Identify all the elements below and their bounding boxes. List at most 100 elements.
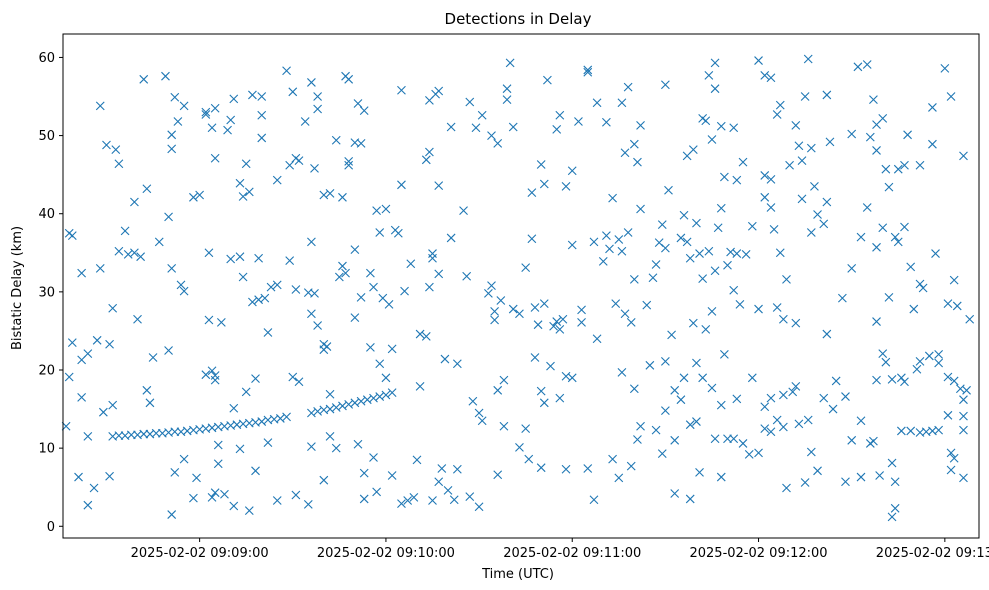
data-point bbox=[583, 67, 593, 77]
data-point bbox=[384, 299, 394, 309]
y-tick-label: 50 bbox=[38, 129, 55, 144]
data-point bbox=[825, 137, 835, 147]
data-point bbox=[164, 212, 173, 222]
data-point bbox=[766, 73, 776, 83]
data-point bbox=[350, 313, 360, 323]
data-point bbox=[226, 115, 236, 125]
x-axis-label: Time (UTC) bbox=[481, 567, 554, 582]
data-point bbox=[934, 358, 944, 368]
data-point bbox=[92, 335, 102, 345]
data-point bbox=[862, 203, 872, 212]
data-point bbox=[797, 156, 807, 165]
data-point bbox=[856, 472, 866, 482]
data-point bbox=[589, 495, 599, 505]
data-point bbox=[775, 248, 785, 258]
data-point bbox=[878, 349, 888, 358]
data-point bbox=[310, 164, 319, 173]
data-point bbox=[95, 101, 105, 111]
data-point bbox=[95, 264, 105, 273]
data-point bbox=[608, 454, 617, 464]
data-point bbox=[589, 237, 599, 247]
data-point bbox=[471, 123, 481, 133]
data-point bbox=[915, 160, 925, 170]
x-tick-label: 2025-02-02 09:12:00 bbox=[689, 546, 827, 561]
data-point bbox=[244, 187, 254, 197]
data-point bbox=[940, 63, 950, 73]
data-point bbox=[434, 181, 444, 190]
data-point bbox=[443, 485, 453, 495]
data-point bbox=[906, 262, 916, 272]
x-tick-label: 2025-02-02 09:11:00 bbox=[503, 546, 641, 561]
data-point bbox=[105, 471, 114, 481]
data-point bbox=[465, 492, 475, 501]
data-point bbox=[359, 468, 369, 478]
data-point bbox=[803, 54, 813, 64]
data-point bbox=[692, 358, 701, 368]
data-point bbox=[710, 58, 720, 68]
data-point bbox=[260, 293, 270, 303]
data-point bbox=[139, 429, 149, 439]
x-axis-ticks: 2025-02-02 09:09:00 2025-02-02 09:10:00 20… bbox=[131, 538, 989, 561]
data-point bbox=[294, 156, 304, 165]
data-point bbox=[539, 179, 549, 189]
data-point bbox=[331, 135, 341, 145]
y-tick-label: 0 bbox=[47, 520, 55, 535]
data-point bbox=[77, 392, 87, 402]
data-point bbox=[515, 442, 524, 452]
data-point bbox=[660, 243, 670, 253]
data-point bbox=[210, 371, 220, 380]
data-point bbox=[356, 139, 366, 148]
data-point bbox=[841, 477, 850, 487]
data-point bbox=[496, 296, 506, 305]
data-point bbox=[154, 237, 164, 247]
data-point bbox=[903, 130, 912, 140]
data-point bbox=[636, 204, 645, 214]
data-point bbox=[359, 494, 369, 504]
data-point bbox=[288, 372, 298, 382]
data-point bbox=[831, 376, 841, 386]
data-point bbox=[319, 475, 329, 485]
data-point bbox=[167, 510, 177, 519]
data-point bbox=[210, 103, 220, 113]
data-point bbox=[189, 192, 198, 202]
data-point bbox=[369, 453, 378, 462]
data-point bbox=[822, 90, 832, 100]
y-axis-label: Bistatic Delay (km) bbox=[10, 226, 25, 350]
data-point bbox=[201, 370, 211, 380]
data-point bbox=[272, 496, 282, 505]
data-point bbox=[900, 222, 909, 232]
data-point bbox=[409, 492, 419, 502]
data-point bbox=[67, 231, 77, 240]
data-point bbox=[530, 303, 540, 312]
data-point bbox=[716, 121, 726, 131]
data-point bbox=[918, 283, 928, 293]
data-point bbox=[434, 269, 444, 279]
data-point bbox=[670, 435, 680, 445]
data-point bbox=[397, 180, 406, 190]
data-point bbox=[766, 174, 776, 184]
data-point bbox=[676, 395, 686, 405]
data-point bbox=[884, 182, 894, 192]
data-point bbox=[822, 329, 832, 339]
data-point bbox=[263, 328, 273, 337]
data-point bbox=[366, 342, 375, 352]
data-point bbox=[707, 135, 717, 144]
data-point bbox=[356, 292, 366, 302]
data-point bbox=[207, 366, 217, 376]
data-point bbox=[949, 453, 959, 463]
data-point bbox=[813, 466, 822, 476]
data-point bbox=[220, 489, 229, 499]
data-point bbox=[772, 303, 782, 312]
data-point bbox=[533, 320, 543, 330]
data-point bbox=[381, 204, 391, 214]
data-point bbox=[170, 467, 180, 477]
data-point bbox=[959, 473, 968, 483]
data-point bbox=[285, 256, 295, 265]
data-point bbox=[633, 435, 642, 444]
data-point bbox=[344, 160, 354, 170]
data-point bbox=[393, 228, 403, 238]
data-point bbox=[707, 307, 717, 316]
data-point bbox=[928, 103, 937, 112]
data-point bbox=[502, 84, 512, 94]
data-point bbox=[207, 123, 217, 133]
